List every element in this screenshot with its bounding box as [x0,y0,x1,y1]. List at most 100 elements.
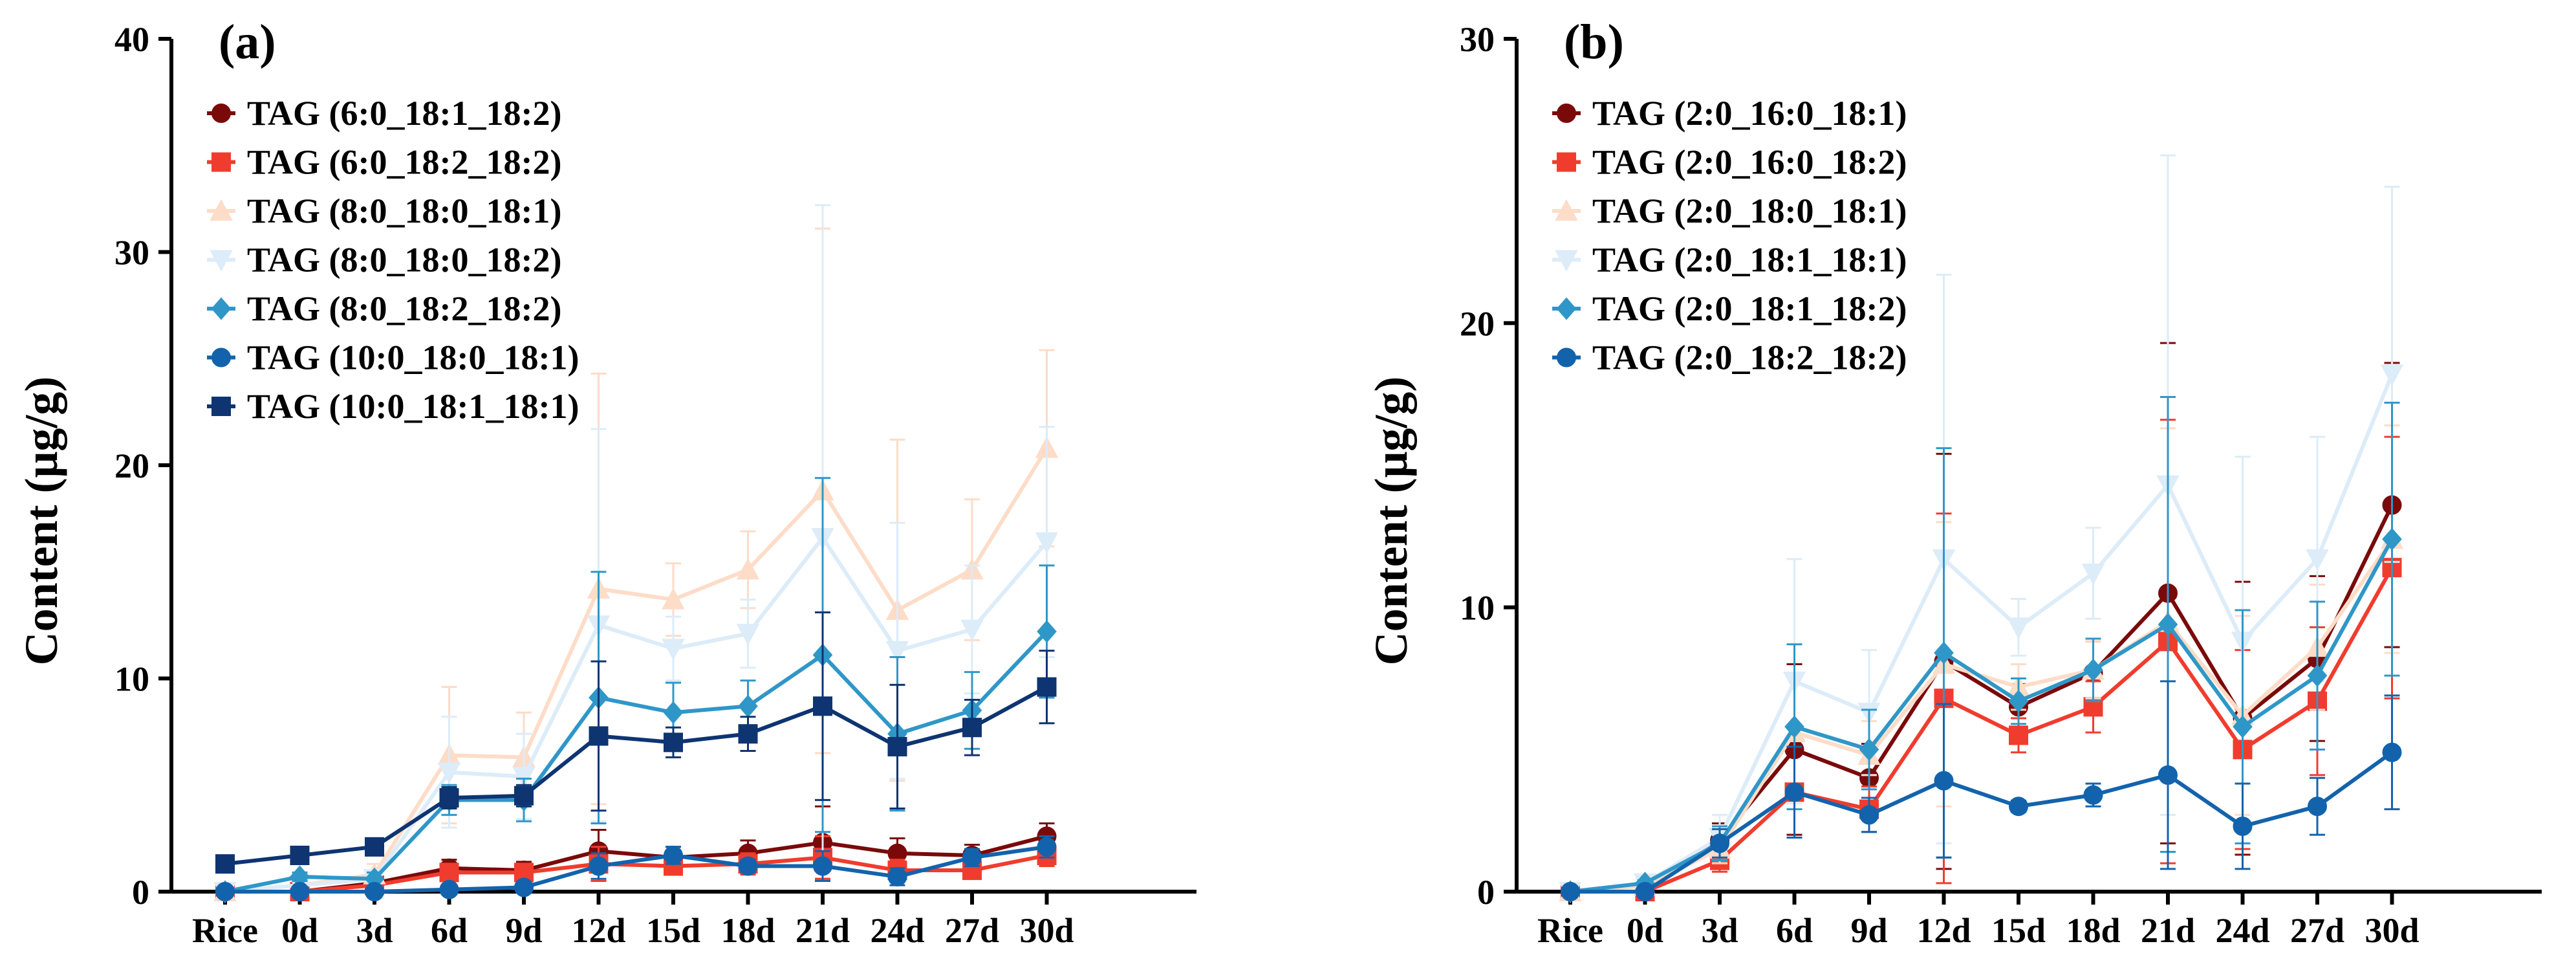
data-point [2233,715,2253,738]
legend-swatch-marker [210,250,233,272]
x-tick-label: 12d [1916,911,1971,950]
x-tick-label: 27d [2290,911,2344,950]
y-tick-label: 30 [114,234,149,272]
x-tick-label: 6d [431,911,468,950]
data-point [1859,738,1879,761]
data-point [2083,658,2103,681]
x-tick-label: 9d [505,911,542,950]
data-point [2009,725,2028,745]
series-line [1570,504,2394,894]
legend-label: TAG (2:0_16:0_18:1) [1592,94,1907,133]
data-point [2083,785,2103,805]
data-point [960,619,984,641]
data-point [589,856,609,876]
x-tick-label: 15d [1991,911,2046,950]
legend-label: TAG (2:0_18:0_18:1) [1592,192,1907,230]
x-tick-label: 30d [2365,911,2419,950]
x-tick-label: 9d [1850,911,1887,950]
y-tick-label: 10 [1460,589,1495,628]
x-tick-label: Rice [1537,911,1603,950]
legend-swatch-marker [1557,347,1576,368]
series-line [1570,373,2394,894]
series-line [224,685,1048,866]
y-axis-label-b: Content (μg/g) [1365,377,1417,666]
data-point [1635,882,1655,901]
x-tick-label: 21d [796,911,850,950]
data-point [1784,715,1804,738]
series-4 [1560,396,2402,903]
series-4 [215,477,1057,903]
data-point [2380,364,2404,386]
legend-label: TAG (2:0_16:0_18:2) [1592,143,1907,182]
data-point [738,694,758,718]
data-point [439,863,459,883]
data-point [215,854,235,874]
data-point [1934,641,1954,665]
legend-swatch-marker [211,397,231,416]
legend-label: TAG (2:0_18:1_18:1) [1592,241,1907,280]
legend-label: TAG (2:0_18:2_18:2) [1592,338,1907,377]
legend: TAG (2:0_16:0_18:1) TAG (2:0_16:0_18:2) TA… [1552,94,1907,377]
legend-swatch-marker [211,347,231,368]
x-tick-label: 3d [356,911,393,950]
series-2 [1559,424,2404,901]
series-6 [215,611,1057,874]
x-tick-label: 0d [281,911,318,950]
series-5 [1561,680,2402,901]
y-tick-label: 40 [114,20,149,59]
data-point [813,696,832,716]
y-tick-label: 30 [1460,20,1495,59]
legend-label: TAG (6:0_18:1_18:2) [247,94,561,133]
legend-swatch-marker [211,297,232,320]
legend-swatch-marker [1557,104,1576,123]
x-tick-label: 24d [870,911,924,950]
panel-label-a: (a) [219,15,276,69]
data-point [2081,563,2105,586]
panel-a: (a) Content (μg/g) 0 10 20 30 40 Rice 0d 3d 6d 9d… [16,15,1196,950]
data-point [887,736,907,756]
data-point [662,639,685,661]
data-point [1934,771,1954,791]
data-point [365,837,384,857]
x-tick-label: 27d [945,911,999,950]
y-tick-label: 20 [114,446,149,485]
data-point [962,718,982,738]
data-point [1710,833,1729,853]
x-tick-label: 24d [2215,911,2269,950]
data-point [664,732,683,753]
legend-swatch-marker [210,199,233,221]
data-point [2307,664,2328,687]
legend-label: TAG (8:0_18:0_18:2) [247,241,561,280]
data-point [1037,837,1057,857]
panel-b: (b) Content (μg/g) 0 10 20 30 Rice 0d 3d 6d 9d 12… [1365,15,2542,950]
x-tick-label: 6d [1776,911,1813,950]
x-tick-label: 15d [646,911,700,950]
data-point [1037,677,1057,697]
data-point [1859,805,1879,825]
data-point [1035,532,1059,554]
x-tick-label: Rice [192,911,258,950]
data-point [514,877,534,897]
x-tick-label: 30d [1019,911,1074,950]
data-point [2007,617,2030,639]
data-point [514,786,534,806]
series-line [1570,566,2394,894]
data-point [2158,765,2178,785]
data-point [885,641,909,663]
data-point [439,788,459,808]
data-point [663,701,684,724]
legend-label: TAG (8:0_18:2_18:2) [247,289,561,328]
y-axis-label-a: Content (μg/g) [16,377,67,666]
panel-label-b: (b) [1564,15,1624,69]
legend-swatch-marker [1555,199,1578,221]
data-point [2009,797,2028,817]
x-tick-label: 0d [1627,911,1663,950]
data-point [2306,549,2329,571]
data-point [290,882,310,901]
series-2 [213,227,1059,901]
series-line [225,844,1047,894]
data-point [2158,613,2178,636]
legend-swatch-marker [1556,297,1577,320]
x-tick-label: 18d [2066,911,2120,950]
